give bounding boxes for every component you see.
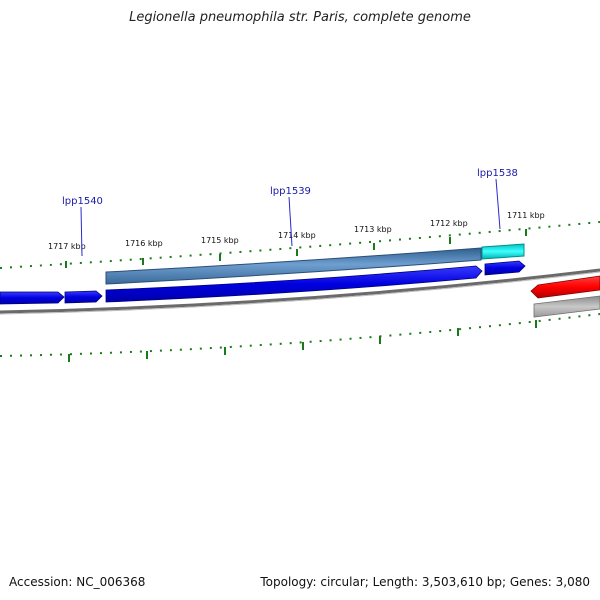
gene-label-lpp1539[interactable]: lpp1539 — [270, 186, 311, 197]
tick-label: 1714 kbp — [278, 231, 316, 240]
outer-minor-ticks — [0, 221, 600, 269]
gene-label-lpp1540[interactable]: lpp1540 — [62, 196, 103, 207]
tick-label: 1716 kbp — [125, 239, 163, 248]
gene-labels: lpp1540 lpp1539 lpp1538 — [62, 168, 518, 207]
tick-label: 1711 kbp — [507, 211, 545, 220]
leader-line — [495, 178, 501, 230]
inner-tick-ring — [0, 313, 600, 362]
cds-feature[interactable] — [0, 291, 65, 305]
outer-tick-ring — [0, 221, 600, 269]
reverse-blast-hit-feature[interactable] — [533, 295, 600, 318]
tick-labels: 1717 kbp 1716 kbp 1715 kbp 1714 kbp 1713… — [48, 211, 545, 251]
reverse-cds-feature[interactable] — [530, 275, 600, 299]
inner-minor-ticks — [0, 313, 600, 357]
tick-label: 1712 kbp — [430, 219, 468, 228]
blast-hit-track — [105, 243, 525, 285]
forward-cds-track — [0, 260, 526, 305]
tick-label: 1715 kbp — [201, 236, 239, 245]
reverse-cds-track — [530, 275, 600, 318]
cds-feature-lpp1538[interactable] — [484, 260, 526, 276]
genome-summary-text: Topology: circular; Length: 3,503,610 bp… — [260, 575, 590, 589]
tick-label: 1717 kbp — [48, 242, 86, 251]
tick-label: 1713 kbp — [354, 225, 392, 234]
accession-text: Accession: NC_006368 — [9, 575, 146, 589]
gene-label-leaders — [80, 178, 501, 257]
cds-feature-lpp1539[interactable] — [105, 265, 483, 303]
blast-hit-feature[interactable] — [481, 243, 525, 260]
map-title: Legionella pneumophila str. Paris, compl… — [129, 10, 471, 25]
leader-line — [288, 196, 293, 247]
cds-feature[interactable] — [64, 290, 103, 304]
blast-hit-feature[interactable] — [105, 247, 482, 285]
genome-backbone-highlight — [0, 271, 600, 315]
genome-backbone — [0, 268, 600, 314]
leader-line — [80, 206, 83, 257]
gene-label-lpp1538[interactable]: lpp1538 — [477, 168, 518, 179]
